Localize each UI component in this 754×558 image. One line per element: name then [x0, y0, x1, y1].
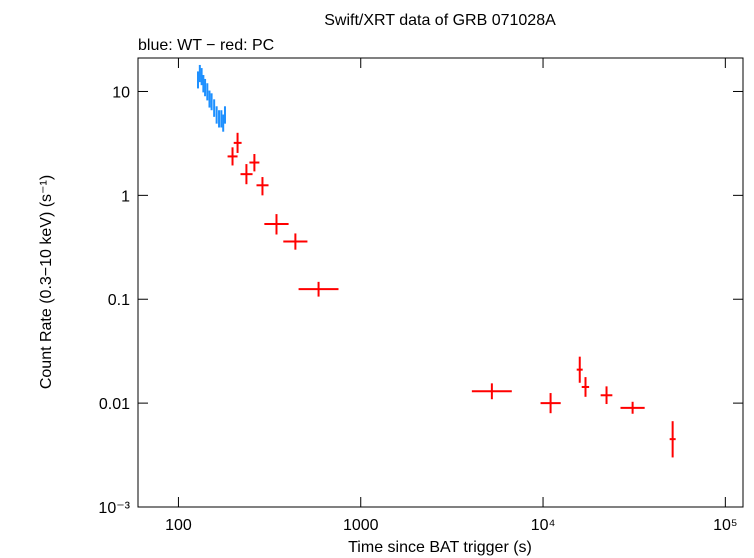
x-tick-label: 10⁴	[531, 517, 556, 534]
x-tick-label: 10⁵	[713, 517, 737, 534]
plot-frame	[137, 57, 744, 508]
x-axis-label: Time since BAT trigger (s)	[348, 539, 532, 556]
y-tick-label: 0.1	[108, 292, 130, 309]
y-axis-label: Count Rate (0.3−10 keV) (s⁻¹)	[38, 175, 55, 389]
y-tick-label: 10	[112, 84, 130, 101]
y-tick-label: 0.01	[99, 396, 130, 413]
x-tick-label: 1000	[343, 517, 379, 534]
x-tick-label: 100	[165, 517, 192, 534]
chart-title: Swift/XRT data of GRB 071028A	[324, 12, 556, 29]
y-tick-label: 1	[121, 188, 130, 205]
y-tick-label: 10⁻³	[98, 500, 130, 517]
chart-subtitle: blue: WT − red: PC	[138, 37, 274, 54]
